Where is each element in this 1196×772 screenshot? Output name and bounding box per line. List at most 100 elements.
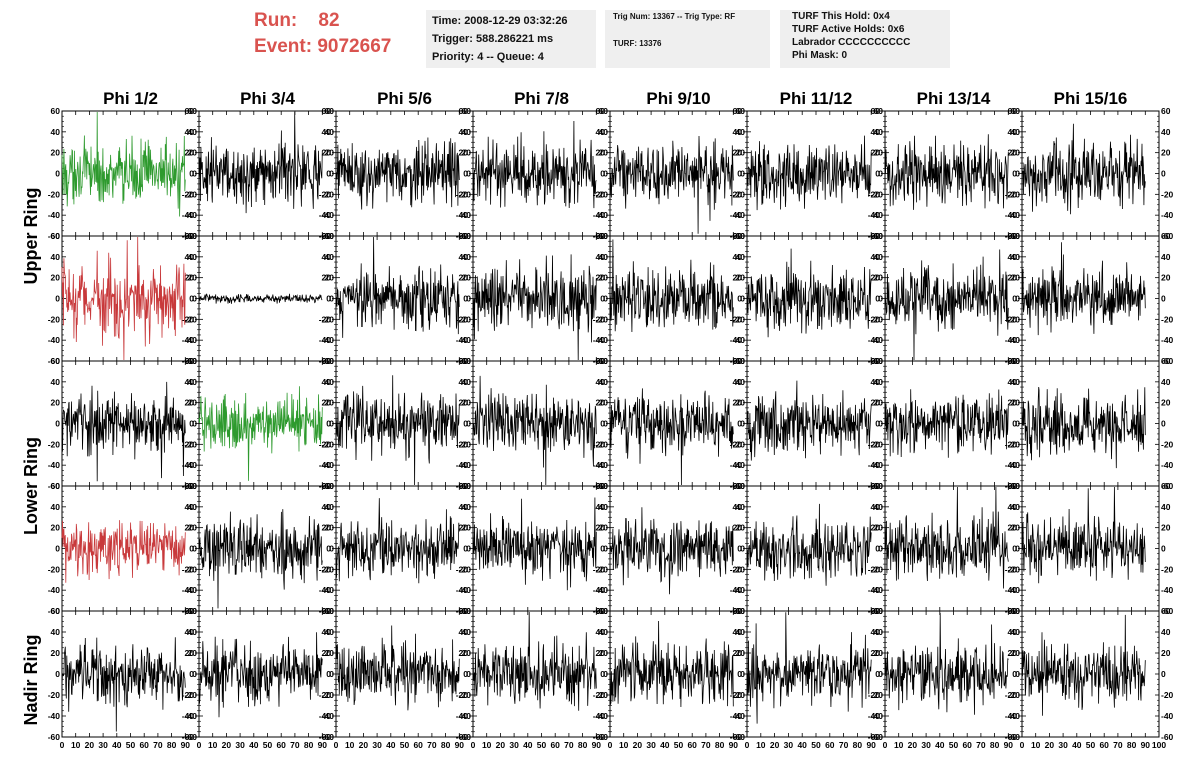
y-tick-label: -20 xyxy=(871,564,884,574)
y-tick-label-inner: -20 xyxy=(182,439,195,449)
y-tick-label-inner: 60 xyxy=(1008,106,1018,116)
y-tick-label-inner: -40 xyxy=(868,210,881,220)
y-tick-label: -40 xyxy=(48,335,61,345)
y-tick-label-right: 60 xyxy=(1161,481,1171,491)
y-tick-label: -40 xyxy=(322,335,335,345)
waveform-trace xyxy=(609,239,734,333)
waveform-trace xyxy=(198,632,323,718)
y-tick-label-inner: 20 xyxy=(596,648,606,658)
y-tick-label: 40 xyxy=(51,252,61,262)
y-tick-label: 40 xyxy=(325,252,335,262)
y-tick-label-inner: -20 xyxy=(730,314,743,324)
x-tick-label: 60 xyxy=(276,740,286,750)
y-tick-label: 20 xyxy=(188,523,198,533)
column-title: Phi 5/6 xyxy=(377,89,432,108)
y-tick-label: -20 xyxy=(185,314,198,324)
y-tick-label-inner: 20 xyxy=(733,648,743,658)
y-tick-label-inner: 20 xyxy=(322,273,332,283)
y-tick-label: 60 xyxy=(325,606,335,616)
y-tick-label: -40 xyxy=(733,335,746,345)
x-tick-label: 90 xyxy=(1141,740,1151,750)
y-tick-label: 0 xyxy=(603,294,608,304)
y-tick-label-right: -40 xyxy=(1161,460,1174,470)
column-title: Phi 13/14 xyxy=(917,89,991,108)
y-tick-label-inner: -20 xyxy=(456,690,469,700)
y-tick-label-inner: 60 xyxy=(1008,606,1018,616)
y-tick-label: 60 xyxy=(462,231,472,241)
y-tick-label: -20 xyxy=(733,564,746,574)
y-tick-label-inner: -20 xyxy=(730,189,743,199)
x-tick-label: 90 xyxy=(729,740,739,750)
y-tick-label: 40 xyxy=(1011,127,1021,137)
y-tick-label-inner: 0 xyxy=(600,544,605,554)
waveform-panel: -60 -60 -40 -40 -20 -20 0 0 20 20 40 40 60 60 xyxy=(1008,481,1174,616)
waveform-trace xyxy=(746,248,872,338)
y-tick-label-inner: -20 xyxy=(1005,439,1018,449)
y-tick-label: 20 xyxy=(736,523,746,533)
waveform-trace xyxy=(335,625,460,711)
y-tick-label: -40 xyxy=(596,335,609,345)
y-tick-label-inner: -20 xyxy=(1005,314,1018,324)
y-tick-label: 20 xyxy=(1011,648,1021,658)
y-tick-label: 20 xyxy=(736,398,746,408)
y-tick-label-right: 20 xyxy=(1161,148,1171,158)
y-tick-label: 20 xyxy=(1011,523,1021,533)
y-tick-label: -20 xyxy=(185,690,198,700)
y-tick-label: -40 xyxy=(459,335,472,345)
y-tick-label: 40 xyxy=(51,627,61,637)
y-tick-label-inner: 0 xyxy=(737,294,742,304)
y-tick-label: -40 xyxy=(1008,711,1021,721)
y-tick-label: 60 xyxy=(874,481,884,491)
y-tick-label: 0 xyxy=(192,294,197,304)
waveform-trace xyxy=(609,388,734,486)
y-tick-label: -20 xyxy=(322,439,335,449)
y-tick-label-inner: -40 xyxy=(456,335,469,345)
y-tick-label: 60 xyxy=(874,231,884,241)
y-tick-label-inner: -60 xyxy=(182,732,195,742)
y-tick-label-inner: -20 xyxy=(593,189,606,199)
y-tick-label-inner: 60 xyxy=(871,231,881,241)
y-tick-label: 20 xyxy=(462,273,472,283)
waveform-trace xyxy=(746,135,872,211)
x-tick-label: 0 xyxy=(334,740,339,750)
y-tick-label: 40 xyxy=(325,127,335,137)
y-tick-label: -20 xyxy=(322,314,335,324)
x-tick-label: 30 xyxy=(784,740,794,750)
y-tick-label-inner: -20 xyxy=(182,564,195,574)
waveform-trace xyxy=(198,111,323,214)
y-tick-label-inner: 20 xyxy=(1008,273,1018,283)
column-title: Phi 1/2 xyxy=(103,89,158,108)
y-tick-label: -20 xyxy=(48,189,61,199)
y-tick-label-inner: 40 xyxy=(1008,627,1018,637)
y-tick-label: -20 xyxy=(1008,189,1021,199)
waveform-trace xyxy=(61,520,186,583)
y-tick-label: 20 xyxy=(51,648,61,658)
x-tick-label: 30 xyxy=(98,740,108,750)
y-tick-label: 20 xyxy=(325,273,335,283)
x-tick-label: 0 xyxy=(608,740,613,750)
y-tick-label-inner: 60 xyxy=(1008,356,1018,366)
x-tick-label: 50 xyxy=(126,740,136,750)
turf-text: TURF: 13376 xyxy=(613,39,662,48)
y-tick-label: 40 xyxy=(736,377,746,387)
y-tick-label-right: -60 xyxy=(1161,356,1174,366)
x-tick-label: 30 xyxy=(372,740,382,750)
y-tick-label: -40 xyxy=(1008,335,1021,345)
y-tick-label: 0 xyxy=(466,669,471,679)
y-tick-label: -40 xyxy=(596,585,609,595)
y-tick-label: 60 xyxy=(462,606,472,616)
y-tick-label: 0 xyxy=(192,419,197,429)
y-tick-label: 20 xyxy=(599,273,609,283)
y-tick-label-inner: 20 xyxy=(1008,648,1018,658)
y-tick-label-inner: -40 xyxy=(593,711,606,721)
waveform-trace xyxy=(746,503,872,586)
x-tick-label: 90 xyxy=(455,740,465,750)
y-tick-label-right: 60 xyxy=(1161,356,1171,366)
y-tick-label: 20 xyxy=(874,273,884,283)
